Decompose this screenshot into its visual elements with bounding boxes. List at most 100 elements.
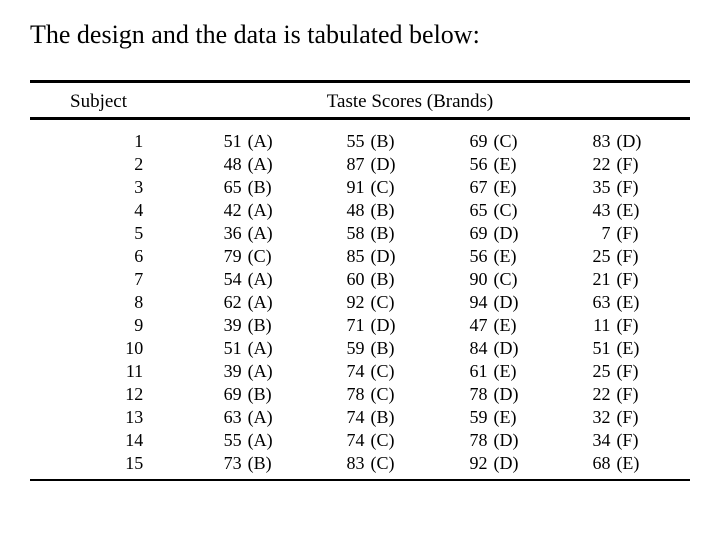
cell-brand: (F)	[610, 314, 690, 337]
cell-score: 67	[444, 176, 487, 199]
cell-score: 74	[321, 406, 364, 429]
cell-brand: (C)	[487, 268, 567, 291]
cell-brand: (E)	[610, 199, 690, 222]
cell-brand: (F)	[610, 222, 690, 245]
cell-score: 25	[567, 245, 610, 268]
cell-brand: (F)	[610, 268, 690, 291]
cell-brand: (E)	[610, 291, 690, 314]
cell-score: 73	[198, 452, 241, 475]
cell-brand: (A)	[242, 360, 322, 383]
table-body: 151(A)55(B)69(C)83(D)248(A)87(D)56(E)22(…	[30, 120, 690, 479]
cell-score: 48	[198, 153, 241, 176]
table-row: 365(B)91(C)67(E)35(F)	[30, 176, 690, 199]
cell-subject: 1	[30, 130, 198, 153]
cell-brand: (E)	[487, 314, 567, 337]
cell-score: 11	[567, 314, 610, 337]
cell-subject: 13	[30, 406, 198, 429]
cell-score: 79	[198, 245, 241, 268]
cell-subject: 6	[30, 245, 198, 268]
cell-score: 47	[444, 314, 487, 337]
cell-brand: (C)	[365, 429, 445, 452]
table-row: 679(C)85(D)56(E)25(F)	[30, 245, 690, 268]
cell-score: 22	[567, 153, 610, 176]
cell-brand: (C)	[365, 360, 445, 383]
cell-brand: (A)	[242, 222, 322, 245]
cell-score: 78	[444, 429, 487, 452]
cell-score: 65	[444, 199, 487, 222]
cell-score: 68	[567, 452, 610, 475]
cell-subject: 3	[30, 176, 198, 199]
cell-brand: (E)	[487, 406, 567, 429]
cell-brand: (F)	[610, 176, 690, 199]
cell-score: 56	[444, 245, 487, 268]
cell-score: 65	[198, 176, 241, 199]
cell-score: 55	[321, 130, 364, 153]
cell-brand: (B)	[365, 130, 445, 153]
cell-score: 94	[444, 291, 487, 314]
cell-score: 62	[198, 291, 241, 314]
table-row: 862(A)92(C)94(D)63(E)	[30, 291, 690, 314]
cell-brand: (B)	[242, 452, 322, 475]
cell-brand: (D)	[487, 452, 567, 475]
cell-brand: (A)	[242, 130, 322, 153]
cell-brand: (A)	[242, 337, 322, 360]
cell-score: 63	[198, 406, 241, 429]
cell-score: 56	[444, 153, 487, 176]
cell-score: 58	[321, 222, 364, 245]
cell-score: 71	[321, 314, 364, 337]
cell-brand: (D)	[487, 429, 567, 452]
cell-brand: (C)	[365, 176, 445, 199]
table-row: 248(A)87(D)56(E)22(F)	[30, 153, 690, 176]
cell-score: 74	[321, 429, 364, 452]
cell-brand: (A)	[242, 153, 322, 176]
table-row: 1269(B)78(C)78(D)22(F)	[30, 383, 690, 406]
cell-subject: 5	[30, 222, 198, 245]
cell-brand: (A)	[242, 268, 322, 291]
cell-brand: (C)	[365, 452, 445, 475]
cell-score: 91	[321, 176, 364, 199]
cell-score: 51	[198, 130, 241, 153]
cell-score: 22	[567, 383, 610, 406]
cell-brand: (E)	[610, 452, 690, 475]
cell-score: 34	[567, 429, 610, 452]
cell-score: 51	[198, 337, 241, 360]
cell-brand: (C)	[365, 291, 445, 314]
cell-brand: (C)	[365, 383, 445, 406]
cell-score: 92	[321, 291, 364, 314]
cell-score: 78	[321, 383, 364, 406]
table-row: 754(A)60(B)90(C)21(F)	[30, 268, 690, 291]
cell-brand: (B)	[365, 406, 445, 429]
cell-brand: (B)	[242, 314, 322, 337]
cell-brand: (B)	[365, 199, 445, 222]
cell-brand: (C)	[487, 130, 567, 153]
cell-brand: (D)	[365, 153, 445, 176]
cell-score: 83	[567, 130, 610, 153]
cell-score: 63	[567, 291, 610, 314]
cell-score: 85	[321, 245, 364, 268]
cell-brand: (A)	[242, 199, 322, 222]
cell-brand: (B)	[242, 176, 322, 199]
cell-score: 69	[444, 130, 487, 153]
cell-score: 32	[567, 406, 610, 429]
cell-score: 54	[198, 268, 241, 291]
cell-score: 69	[444, 222, 487, 245]
cell-brand: (B)	[365, 337, 445, 360]
table-row: 1573(B)83(C)92(D)68(E)	[30, 452, 690, 475]
cell-score: 55	[198, 429, 241, 452]
cell-subject: 4	[30, 199, 198, 222]
cell-score: 7	[567, 222, 610, 245]
cell-brand: (D)	[487, 383, 567, 406]
cell-subject: 2	[30, 153, 198, 176]
data-table: Subject Taste Scores (Brands) 151(A)55(B…	[30, 80, 690, 481]
cell-brand: (A)	[242, 406, 322, 429]
cell-brand: (D)	[610, 130, 690, 153]
cell-score: 87	[321, 153, 364, 176]
cell-subject: 14	[30, 429, 198, 452]
cell-score: 59	[444, 406, 487, 429]
cell-score: 69	[198, 383, 241, 406]
cell-brand: (F)	[610, 153, 690, 176]
cell-subject: 10	[30, 337, 198, 360]
cell-brand: (A)	[242, 429, 322, 452]
cell-subject: 7	[30, 268, 198, 291]
cell-brand: (F)	[610, 360, 690, 383]
